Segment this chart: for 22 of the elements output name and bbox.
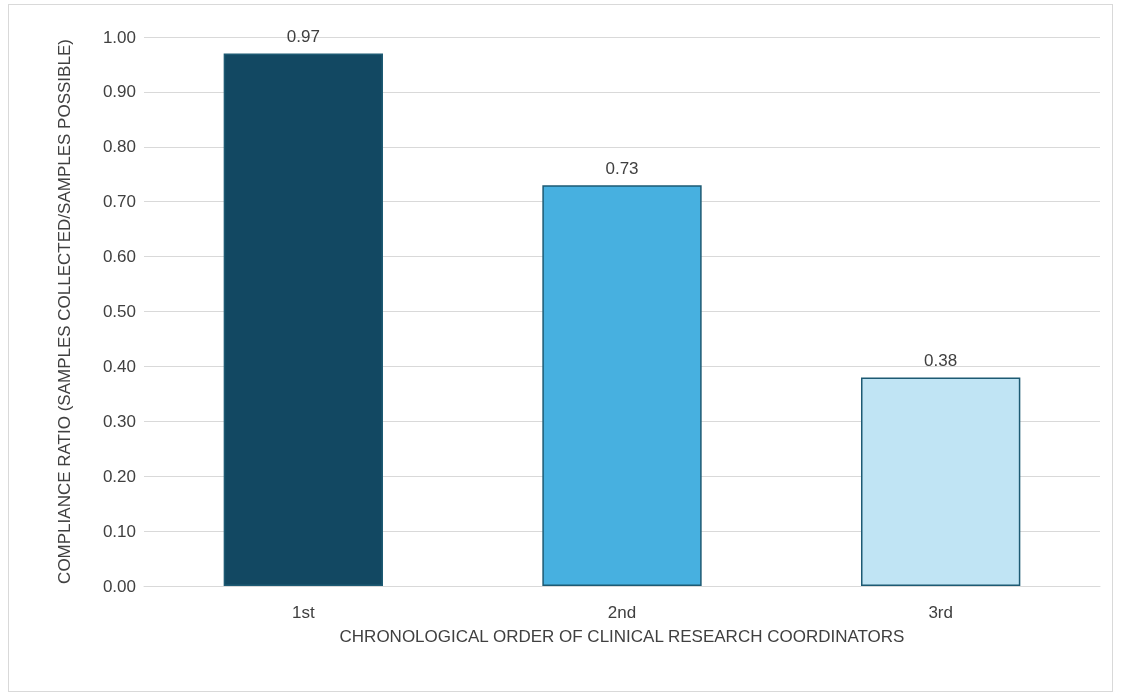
y-tick-label: 0.60 [102,247,136,267]
y-axis-title: COMPLIANCE RATIO (SAMPLES COLLECTED/SAMPLES POSSIBLE) [54,39,74,584]
data-label: 0.97 [286,27,320,47]
y-tick-label: 1.00 [102,27,136,47]
y-tick-label: 0.80 [102,137,136,157]
y-tick-label: 0.90 [102,82,136,102]
x-tick-label: 3rd [928,603,953,622]
data-label: 0.73 [605,159,639,179]
x-tick-label: 2nd [607,603,637,622]
y-tick-label: 0.00 [102,576,136,596]
y-tick-label: 0.50 [102,302,136,321]
y-tick-label: 0.30 [102,411,136,431]
x-axis-title: CHRONOLOGICAL ORDER OF CLINICAL RESEARCH COORDINATORS [339,627,905,646]
y-tick-label: 0.70 [102,192,136,212]
bar [223,53,383,586]
bar [542,185,702,586]
bar [861,377,1021,586]
x-tick-label: 1st [291,603,315,622]
y-tick-label: 0.10 [102,521,136,541]
y-tick-label: 0.40 [102,356,136,376]
data-label: 0.38 [924,351,958,371]
y-tick-label: 0.20 [102,466,136,486]
